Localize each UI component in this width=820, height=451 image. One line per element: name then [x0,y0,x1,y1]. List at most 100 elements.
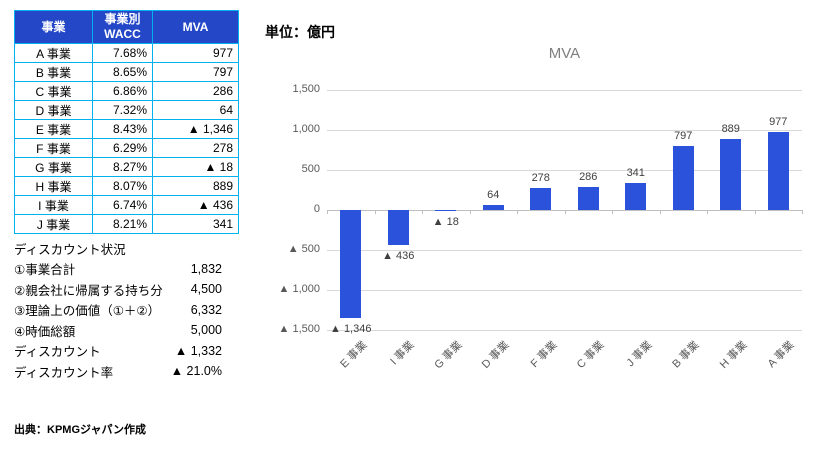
cell-mva-value: ▲ 18 [152,157,239,177]
bar [435,210,457,212]
chart-title: MVA [548,45,581,62]
cell-wacc-value: 8.27% [92,157,153,177]
bar [340,210,362,318]
x-axis-category-label: C 事業 [575,339,607,371]
discount-label: ④時価総額 [14,324,76,339]
discount-value: ▲ 21.0% [170,364,222,379]
x-axis-tick [517,210,518,214]
column-header-business: 事業 [14,10,93,44]
discount-row: ②親会社に帰属する持ち分 4,500 [14,279,222,300]
table-row: E 事業 8.43% ▲ 1,346 [14,119,239,139]
discount-value: ▲ 1,332 [174,343,222,358]
bar-value-label: ▲ 1,346 [330,322,372,335]
discount-label: ③理論上の価値（①＋②） [14,304,161,319]
bar [672,146,694,210]
x-axis-tick [374,210,376,214]
x-axis-category-label: F 事業 [528,339,560,371]
x-axis-category-label: D 事業 [480,339,512,371]
discount-row: ④時価総額 5,000 [14,320,222,341]
table-row: C 事業 6.86% 286 [14,81,239,101]
column-header-wacc: 事業別 WACC [92,10,153,44]
cell-business-name: D 事業 [14,100,93,120]
gridline [327,170,802,171]
discount-label: ディスカウント [14,345,101,360]
bar-value-label: 64 [487,188,500,201]
cell-wacc-value: 8.43% [92,119,153,139]
table-header-row: 事業 事業別 WACC MVA [14,10,239,44]
bar [387,210,409,245]
left-panel: 事業 事業別 WACC MVA A 事業 7.68% 977 B 事業 8.65% 797… [14,10,250,382]
discount-label: ①事業合計 [14,263,76,278]
discount-label: ディスカウント率 [14,365,114,380]
bar-value-label: 341 [626,166,645,179]
cell-wacc-value: 6.86% [92,81,153,101]
table-row: D 事業 7.32% 64 [14,100,239,120]
gridline [327,250,802,251]
cell-mva-value: ▲ 436 [152,195,239,215]
table-row: J 事業 8.21% 341 [14,214,239,234]
y-axis-tick-label: 500 [301,163,320,175]
chart-panel: 単位：億円 MVA 1,500 1,000 500 0 ▲ 500 ▲ 1,000 ▲ 1,… [258,0,820,451]
y-axis-tick-label: 0 [313,203,320,215]
gridline [327,130,802,131]
cell-business-name: A 事業 [14,43,93,63]
bar [530,187,552,210]
x-axis-category-label: G 事業 [432,339,465,372]
x-axis-category-label: J 事業 [624,339,655,370]
table-row: I 事業 6.74% ▲ 436 [14,195,239,215]
bar-value-label: 889 [721,122,740,135]
bar [625,182,647,210]
y-axis-tick-label: ▲ 1,500 [278,323,320,335]
bar-value-label: 797 [674,130,693,143]
x-axis-tick [707,210,708,214]
source-note: 出典：KPMGジャパン作成 [14,424,146,436]
x-axis-category-label: I 事業 [388,339,417,368]
x-axis-category-label: E 事業 [337,339,370,371]
cell-business-name: H 事業 [14,176,93,196]
cell-business-name: I 事業 [14,195,93,215]
discount-label: ②親会社に帰属する持ち分 [14,283,163,298]
bar-value-label: 977 [769,115,788,128]
x-axis-category-label: H 事業 [717,339,750,371]
cell-business-name: B 事業 [14,62,93,82]
discount-value: 6,332 [190,302,222,317]
bar [767,131,789,210]
discount-row: ディスカウント ▲ 1,332 [14,341,222,362]
unit-label: 単位：億円 [265,24,335,40]
x-axis-category-label: B 事業 [670,339,702,371]
cell-mva-value: 797 [152,62,239,82]
cell-business-name: G 事業 [14,157,93,177]
cell-mva-value: 286 [152,81,239,101]
discount-row: ディスカウント率 ▲ 21.0% [14,361,222,382]
discount-value: 4,500 [190,282,222,297]
cell-mva-value: 278 [152,138,239,158]
cell-business-name: J 事業 [14,214,93,234]
cell-business-name: E 事業 [14,119,93,139]
bar [482,204,504,210]
discount-heading: ディスカウント状況 [14,242,126,257]
bar-value-label: ▲ 18 [432,216,459,229]
discount-row: ①事業合計 1,832 [14,259,222,280]
x-axis-category-label: A 事業 [765,339,797,371]
y-axis-tick-label: ▲ 500 [287,243,320,255]
table-row: A 事業 7.68% 977 [14,43,239,63]
business-table: 事業 事業別 WACC MVA A 事業 7.68% 977 B 事業 8.65% 797… [14,10,239,234]
cell-wacc-value: 6.74% [92,195,153,215]
bar-value-label: 278 [531,171,550,184]
table-row: H 事業 8.07% 889 [14,176,239,196]
cell-business-name: F 事業 [14,138,93,158]
discount-row: ③理論上の価値（①＋②） 6,332 [14,300,222,321]
cell-mva-value: 64 [152,100,239,120]
bar-value-label: 286 [579,171,598,184]
cell-mva-value: 889 [152,176,239,196]
x-axis-tick [754,210,756,214]
cell-mva-value: 341 [152,214,239,234]
gridline [327,90,802,91]
cell-wacc-value: 8.21% [92,214,153,234]
cell-business-name: C 事業 [14,81,93,101]
table-row: G 事業 8.27% ▲ 18 [14,157,239,177]
gridline [327,330,802,331]
y-axis-tick-label: 1,500 [292,83,320,95]
bar [720,138,742,210]
